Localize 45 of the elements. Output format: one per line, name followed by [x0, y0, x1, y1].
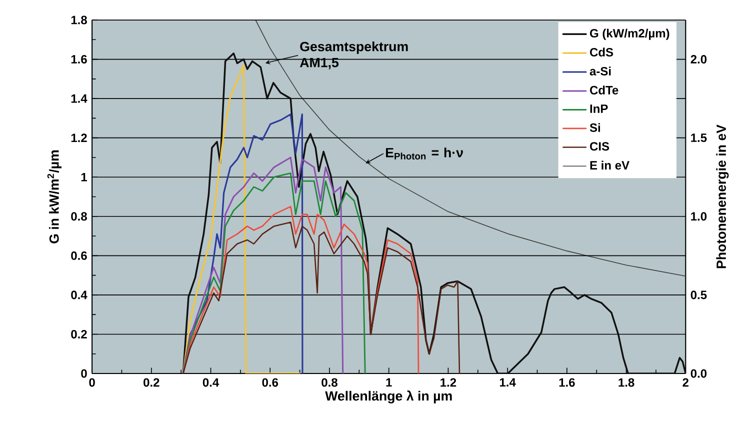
- y2-tick-label: 0.5: [690, 290, 707, 300]
- x-tick-label: 0.2: [144, 378, 160, 387]
- x-tick-label: 1.8: [618, 378, 634, 387]
- x-tick-label: 1.4: [500, 378, 516, 387]
- y-axis-title: G in kW/m$^{2}$/µm: [47, 150, 62, 244]
- x-tick-label: 0.8: [322, 378, 338, 387]
- line-series: [255, 20, 686, 277]
- y-tick-label: 1.8: [71, 16, 87, 25]
- y-tick-label: 1.4: [71, 94, 88, 103]
- y2-axis-title: Photonenenergie in eV: [716, 124, 729, 268]
- x-axis-title: Wellenlänge λ in µm: [325, 390, 452, 404]
- y-tick-label: 1.2: [71, 134, 87, 142]
- x-tick-label: 0.6: [262, 378, 278, 387]
- annotation: E$_{Photon}$ = h·ν: [386, 148, 463, 160]
- legend-label: Si: [590, 123, 600, 132]
- y2-tick-label: 1.0: [691, 212, 707, 221]
- legend-label: CIS: [590, 142, 610, 151]
- x-tick-label: 0: [89, 378, 95, 387]
- y-tick-label: 0.6: [71, 252, 87, 260]
- y-tick-label: 0: [81, 369, 87, 378]
- y-tick-label: 0.2: [71, 330, 87, 339]
- legend-label: CdTe: [590, 86, 618, 95]
- y2-tick-label: 2.0: [690, 55, 707, 64]
- y-tick-label: 1.6: [71, 55, 87, 64]
- y2-tick-label: 1.5: [691, 134, 707, 142]
- line-series: [182, 172, 366, 374]
- legend-label: CdS: [590, 48, 614, 57]
- line-series: [182, 114, 304, 374]
- legend-label: G (kW/m2/µm): [590, 28, 670, 40]
- y2-tick-label: 0.0: [690, 369, 707, 378]
- legend-label: a-Si: [590, 66, 611, 76]
- x-tick-label: 2: [682, 378, 688, 387]
- legend-label: InP: [590, 104, 608, 114]
- line-series: [182, 156, 344, 374]
- x-tick-label: 0.4: [202, 378, 220, 387]
- y-tick-label: 0.8: [71, 212, 87, 221]
- x-tick-label: 1.2: [440, 378, 456, 387]
- line-series: [182, 64, 301, 374]
- y-tick-label: 0.4: [71, 290, 88, 300]
- x-tick-label: 1: [386, 378, 392, 387]
- x-tick-label: 1.6: [559, 378, 575, 387]
- y-tick-label: 1: [81, 173, 87, 182]
- line-series: [182, 206, 420, 374]
- legend-label: E in eV: [590, 160, 630, 170]
- line-series: [182, 222, 460, 374]
